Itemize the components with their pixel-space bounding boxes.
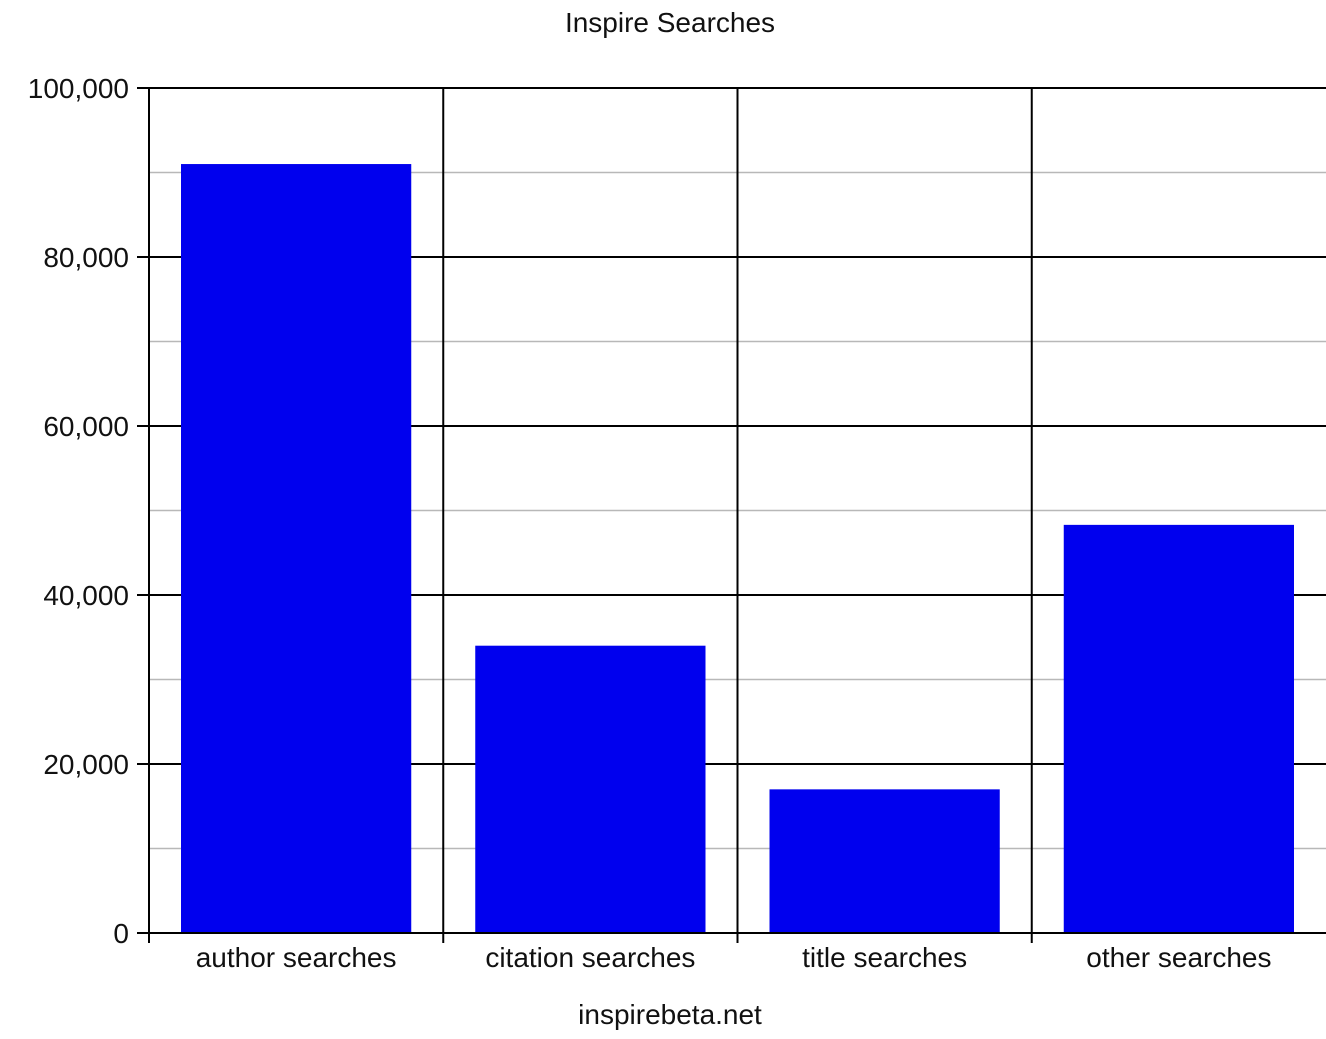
bars bbox=[181, 164, 1294, 934]
x-tick-label: citation searches bbox=[485, 942, 695, 973]
chart-title: Inspire Searches bbox=[565, 7, 775, 38]
axes bbox=[137, 87, 1326, 943]
y-tick-label: 80,000 bbox=[43, 242, 129, 273]
x-tick-label: other searches bbox=[1086, 942, 1271, 973]
y-tick-label: 100,000 bbox=[28, 73, 129, 104]
x-tick-label: title searches bbox=[802, 942, 967, 973]
y-tick-labels: 0 20,000 40,000 60,000 80,000 100,000 bbox=[28, 73, 129, 949]
y-tick-label: 40,000 bbox=[43, 580, 129, 611]
x-axis-label: inspirebeta.net bbox=[578, 999, 762, 1030]
y-tick-label: 20,000 bbox=[43, 749, 129, 780]
bar-title-searches bbox=[769, 789, 1000, 933]
y-tick-label: 0 bbox=[113, 918, 129, 949]
x-tick-label: author searches bbox=[196, 942, 397, 973]
bar-author-searches bbox=[181, 164, 412, 934]
x-tick-labels: author searches citation searches title se… bbox=[196, 942, 1272, 973]
y-tick-label: 60,000 bbox=[43, 411, 129, 442]
bar-citation-searches bbox=[475, 645, 706, 933]
bar-other-searches bbox=[1063, 524, 1294, 933]
